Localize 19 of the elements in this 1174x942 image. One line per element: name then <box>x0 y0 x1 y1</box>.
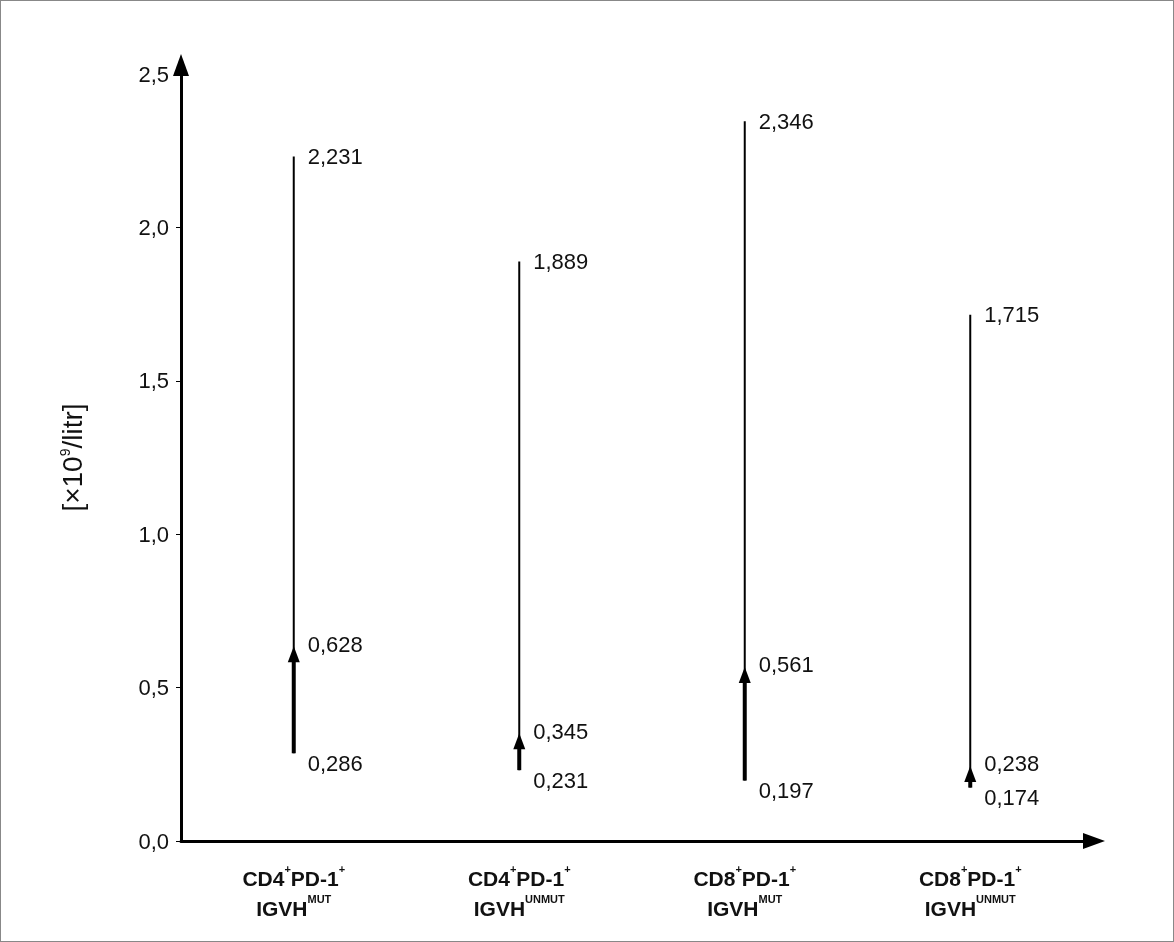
y-tick-label: 2,5 <box>138 61 169 87</box>
y-axis-title: [×109/litr] <box>56 403 88 512</box>
y-tick-label: 0,0 <box>138 828 169 854</box>
y-tick-label: 2,0 <box>138 214 169 240</box>
data-label: 0,628 <box>307 631 363 657</box>
data-label: 0,345 <box>533 718 589 744</box>
data-label: 0,238 <box>984 751 1040 777</box>
y-tick-label: 1,0 <box>138 521 169 547</box>
data-label: 0,561 <box>758 652 814 678</box>
data-label: 0,174 <box>984 785 1040 811</box>
data-label: 0,231 <box>533 767 589 793</box>
data-label: 2,231 <box>307 144 363 170</box>
data-label: 2,346 <box>758 108 814 134</box>
data-label: 0,286 <box>307 750 363 776</box>
data-label: 0,197 <box>758 778 814 804</box>
y-tick-label: 0,5 <box>138 675 169 701</box>
data-label: 1,889 <box>533 248 589 274</box>
y-tick-label: 1,5 <box>138 368 169 394</box>
data-label: 1,715 <box>984 302 1040 328</box>
